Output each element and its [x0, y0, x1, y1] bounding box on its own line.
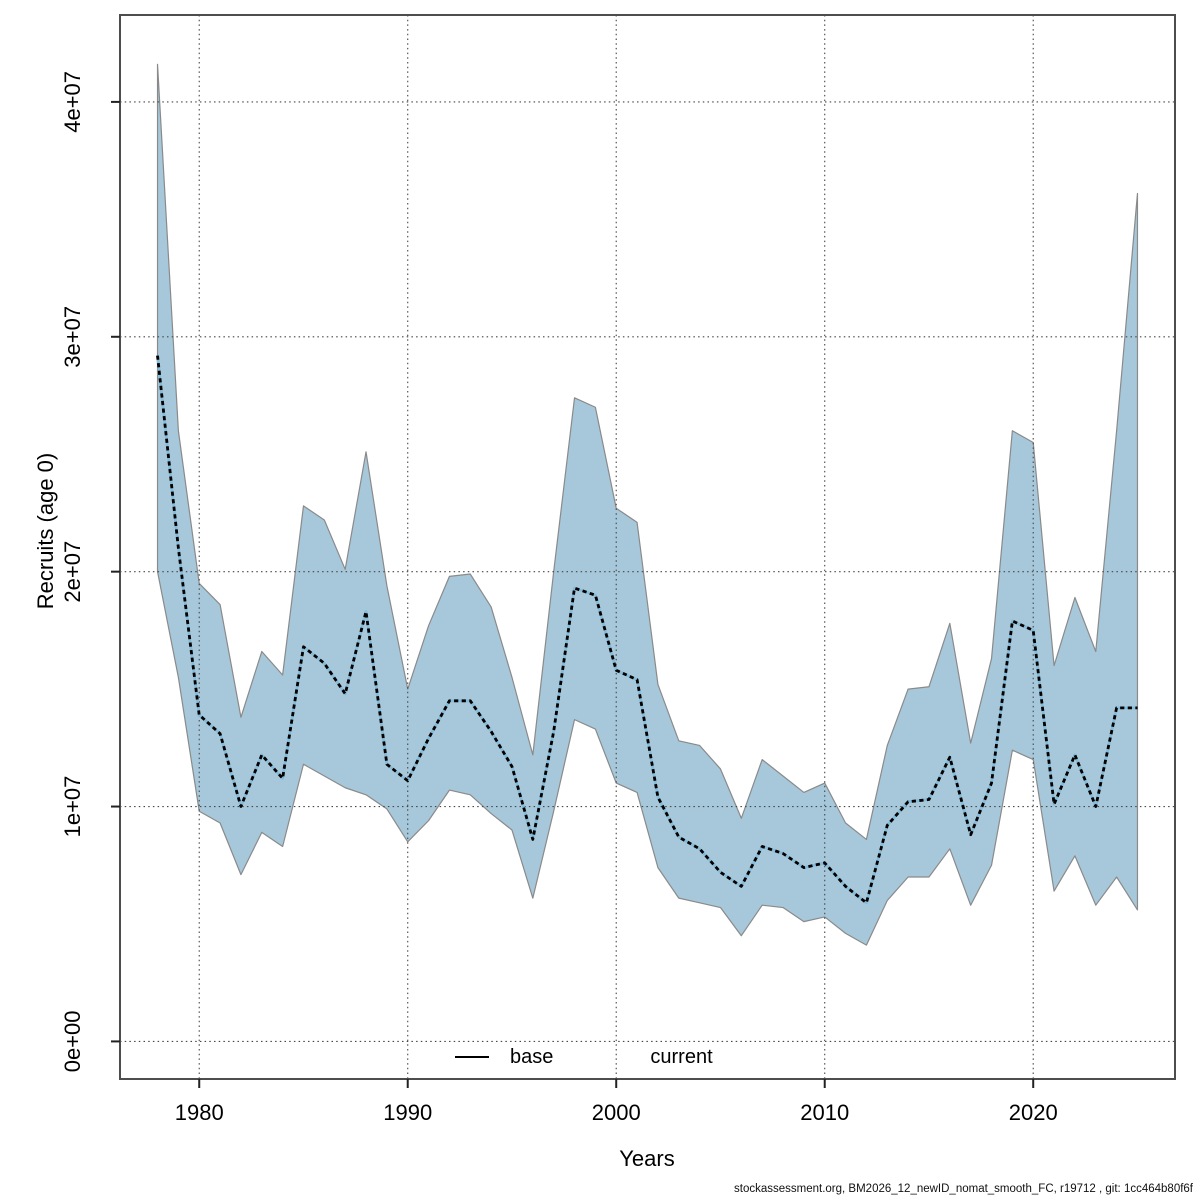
axis-ticks — [111, 100, 1035, 1088]
y-tick-label: 3e+07 — [60, 306, 85, 368]
legend-label-base: base — [510, 1045, 554, 1068]
x-axis-title: Years — [619, 1146, 675, 1171]
legend-label-current: current — [650, 1045, 713, 1068]
plot-frame — [119, 14, 1176, 1080]
y-tick-label: 4e+07 — [60, 71, 85, 133]
x-tick-label: 2010 — [800, 1100, 849, 1125]
y-tick-label: 2e+07 — [60, 541, 85, 603]
x-tick-label: 2000 — [592, 1100, 641, 1125]
y-tick-label: 1e+07 — [60, 776, 85, 838]
current-line — [156, 355, 1138, 905]
y-axis-title: Recruits (age 0) — [33, 452, 58, 610]
y-tick-label: 0e+00 — [60, 1011, 85, 1073]
confidence-band — [156, 63, 1139, 946]
legend: base current — [455, 1045, 713, 1069]
footer-note: stockassessment.org, BM2026_12_newID_nom… — [734, 1183, 1193, 1195]
x-tick-label: 1990 — [383, 1100, 432, 1125]
x-tick-label: 1980 — [175, 1100, 224, 1125]
gridlines — [120, 15, 1175, 1079]
legend-key-base-line — [455, 1056, 489, 1058]
x-tick-label: 2020 — [1009, 1100, 1058, 1125]
